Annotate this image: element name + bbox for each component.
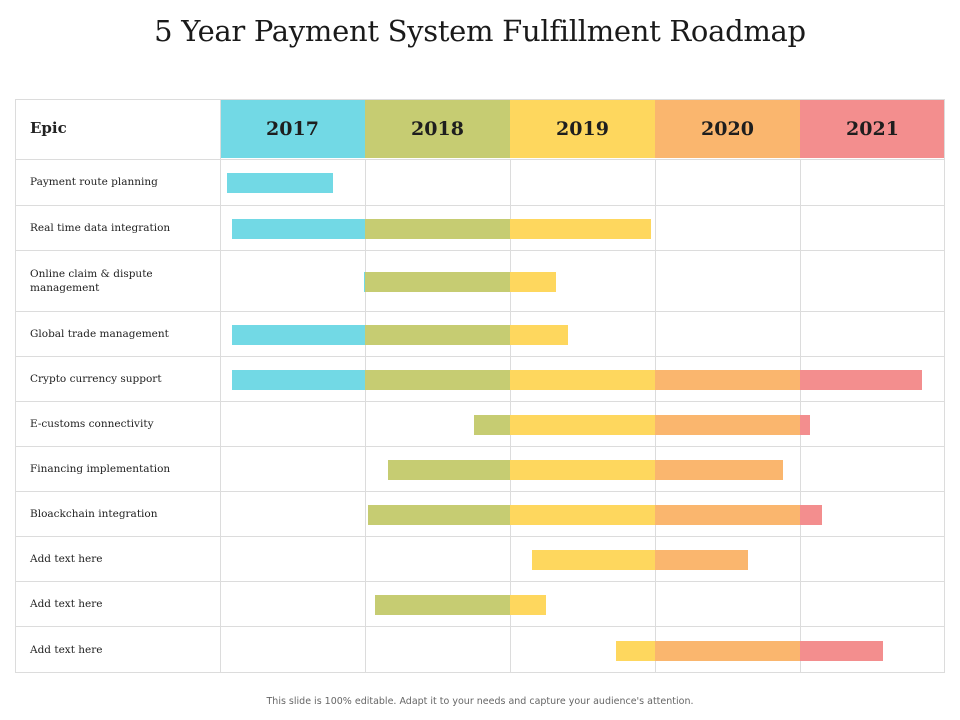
grid-line-row: [15, 491, 945, 492]
timeline-bar-segment-2018: [388, 460, 510, 480]
grid-line-label: [220, 99, 221, 673]
timeline-bar-segment-2020: [655, 370, 800, 390]
timeline-bar-segment-2019: [510, 505, 655, 525]
timeline-bar-segment-2021: [800, 641, 883, 661]
timeline-bar-segment-2021: [800, 370, 922, 390]
timeline-bar-segment-2017: [227, 173, 334, 193]
timeline-bar-segment-2018: [367, 505, 510, 525]
timeline-bar-segment-2021: [800, 415, 811, 435]
timeline-bar-segment-2020: [655, 460, 783, 480]
epic-label: Financing implementation: [30, 462, 171, 475]
timeline-bar-segment-2018: [365, 219, 510, 239]
timeline-bar-segment-2019: [510, 272, 557, 292]
grid-line-row: [15, 446, 945, 447]
epic-label: Add text here: [30, 597, 103, 610]
timeline-bar-segment-2018: [375, 595, 510, 615]
timeline-bar-segment-2019: [510, 460, 655, 480]
grid-line-row: [15, 311, 945, 312]
grid-line-row: [15, 250, 945, 251]
year-header-2021: 2021: [800, 100, 945, 158]
year-header-2019: 2019: [510, 100, 655, 158]
timeline-bar-segment-2018: [365, 272, 510, 292]
year-header-2018: 2018: [365, 100, 510, 158]
timeline-bar-segment-2019: [531, 550, 655, 570]
epic-label: Payment route planning: [30, 176, 158, 188]
grid-line-row: [15, 356, 945, 357]
timeline-bar-segment-2017: [363, 272, 365, 292]
year-header-2017: 2017: [220, 100, 365, 158]
timeline-bar-segment-2017: [231, 325, 365, 345]
timeline-bar-segment-2020: [655, 505, 800, 525]
grid-line-right: [944, 99, 945, 673]
timeline-bar-segment-2020: [655, 550, 748, 570]
timeline-bar-segment-2017: [231, 370, 365, 390]
timeline-bar-segment-2019: [510, 219, 651, 239]
page-title: 5 Year Payment System Fulfillment Roadma…: [154, 14, 806, 48]
grid-line-bottom: [15, 672, 945, 673]
timeline-bar-segment-2019: [510, 595, 547, 615]
grid-line-row: [15, 626, 945, 627]
grid-line-header: [15, 159, 945, 160]
epic-label: Crypto currency support: [30, 372, 162, 385]
grid-line-row: [15, 581, 945, 582]
epic-column-header: Epic: [30, 119, 67, 137]
grid-line-top: [15, 99, 945, 100]
epic-label: Online claim & dispute management: [30, 267, 153, 294]
epic-label: Real time data integration: [30, 221, 171, 234]
year-header-2020: 2020: [655, 100, 800, 158]
grid-line-left: [15, 99, 16, 673]
grid-line-row: [15, 536, 945, 537]
grid-line-year: [365, 159, 366, 673]
timeline-bar-segment-2020: [655, 415, 800, 435]
epic-label: E-customs connectivity: [30, 417, 154, 430]
epic-label: Global trade management: [30, 327, 169, 340]
timeline-bar-segment-2018: [365, 370, 510, 390]
timeline-bar-segment-2019: [510, 370, 655, 390]
grid-line-row: [15, 401, 945, 402]
timeline-bar-segment-2019: [510, 325, 568, 345]
footer-note: This slide is 100% editable. Adapt it to…: [266, 696, 694, 707]
timeline-bar-segment-2017: [231, 219, 365, 239]
timeline-bar-segment-2018: [473, 415, 510, 435]
epic-label: Add text here: [30, 552, 103, 565]
epic-label: Bloackchain integration: [30, 507, 158, 520]
roadmap-table: Epic 2017 2018 2019 2020 2021 Payment route p…: [15, 99, 945, 673]
timeline-bar-segment-2019: [510, 415, 655, 435]
grid-line-row: [15, 205, 945, 206]
timeline-bar-segment-2021: [800, 505, 822, 525]
timeline-bar-segment-2019: [615, 641, 655, 661]
timeline-bar-segment-2018: [365, 325, 510, 345]
timeline-bar-segment-2020: [655, 641, 800, 661]
epic-label: Add text here: [30, 643, 103, 656]
